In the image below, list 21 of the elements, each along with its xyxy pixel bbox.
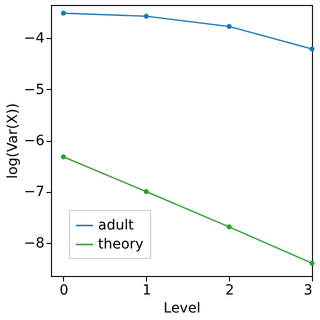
point xyxy=(226,24,232,29)
point xyxy=(60,10,66,16)
x-tick-label: 2 xyxy=(225,282,234,298)
y-tick-label: −5 xyxy=(24,82,44,98)
y-tick-label: −4 xyxy=(24,30,45,47)
point xyxy=(144,14,149,19)
point xyxy=(60,154,66,160)
x-tick-label: 0 xyxy=(59,282,68,298)
y-axis-title: log(Var(X)) xyxy=(4,103,21,179)
legend-label: theory xyxy=(98,236,144,252)
point xyxy=(226,224,232,230)
x-tick-label: 1 xyxy=(142,282,152,298)
y-tick-label: −8 xyxy=(24,235,44,252)
point xyxy=(310,46,314,52)
point xyxy=(144,189,149,194)
x-tick-label: 3 xyxy=(304,282,312,298)
legend-label: adult xyxy=(98,218,134,234)
y-tick-label: −6 xyxy=(24,133,45,149)
point xyxy=(310,260,314,266)
x-axis-title: Level xyxy=(164,300,200,316)
y-tick-label: −7 xyxy=(24,184,44,200)
